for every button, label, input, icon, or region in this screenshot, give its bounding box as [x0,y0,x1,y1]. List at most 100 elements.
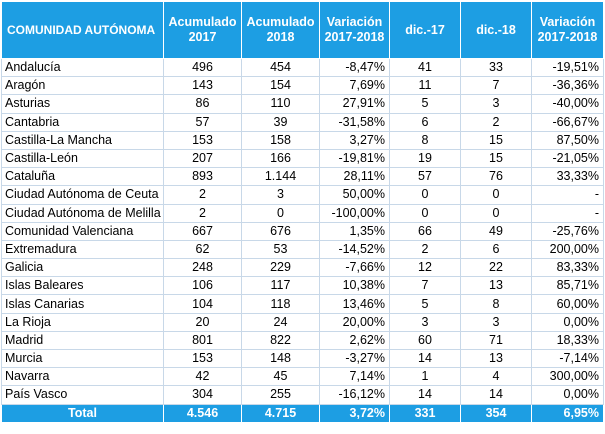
cell-acumulado-2017: 62 [163,240,242,260]
cell-acumulado-2018: 3 [241,185,320,205]
cell-variacion-acumulado: -7,66% [319,258,390,278]
cell-dic-17: 1 [389,367,461,387]
cell-dic-18: 0 [460,185,532,205]
header-dic-17: dic.-17 [389,1,461,59]
cell-variacion-diciembre: -36,36% [531,76,604,96]
cell-row-name: Aragón [1,76,164,96]
cell-dic-18: 4 [460,367,532,387]
cell-acumulado-2018: 154 [241,76,320,96]
cell-variacion-diciembre: 18,33% [531,331,604,351]
cell-acumulado-2017: 104 [163,294,242,314]
cell-dic-18: 13 [460,349,532,369]
cell-dic-18: 7 [460,76,532,96]
cell-variacion-acumulado: -3,27% [319,349,390,369]
cell-row-name: Castilla-La Mancha [1,131,164,150]
table-row: Galicia 248 229 -7,66% 12 22 83,33% [1,258,604,278]
cell-acumulado-2017: 304 [163,385,242,405]
cell-acumulado-2018: 148 [241,349,320,369]
cell-row-name: Navarra [1,367,164,387]
cell-acumulado-2018: 822 [241,331,320,351]
cell-variacion-diciembre: 83,33% [531,258,604,278]
cell-row-name: Madrid [1,331,164,351]
cell-variacion-acumulado: 3,27% [319,131,390,150]
table-row: La Rioja 20 24 20,00% 3 3 0,00% [1,313,604,332]
cell-row-name: País Vasco [1,385,164,405]
cell-acumulado-2017: 801 [163,331,242,351]
cell-variacion-acumulado: 27,91% [319,94,390,114]
cell-variacion-diciembre: -19,51% [531,58,604,78]
table-row: Andalucía 496 454 -8,47% 41 33 -19,51% [1,58,604,78]
header-variacion-diciembre: Variación 2017-2018 [531,1,604,59]
total-row: Total 4.546 4.715 3,72% 331 354 6,95% [1,403,604,423]
cell-acumulado-2017: 207 [163,149,242,169]
table-row: Aragón 143 154 7,69% 11 7 -36,36% [1,76,604,96]
cell-acumulado-2018: 39 [241,113,320,132]
cell-acumulado-2017: 86 [163,94,242,114]
cell-dic-17: 0 [389,204,461,223]
cell-dic-18: 0 [460,204,532,223]
cell-dic-17: 14 [389,385,461,405]
cell-acumulado-2018: 1.144 [241,167,320,187]
cell-dic-17: 66 [389,222,461,241]
cell-acumulado-2018: 166 [241,149,320,169]
total-variacion-diciembre: 6,95% [531,403,604,423]
cell-dic-17: 11 [389,76,461,96]
table-row: Asturias 86 110 27,91% 5 3 -40,00% [1,94,604,114]
table-row: País Vasco 304 255 -16,12% 14 14 0,00% [1,385,604,405]
table-row: Navarra 42 45 7,14% 1 4 300,00% [1,367,604,387]
cell-acumulado-2017: 42 [163,367,242,387]
cell-variacion-diciembre: 0,00% [531,313,604,332]
cell-acumulado-2017: 143 [163,76,242,96]
cell-acumulado-2017: 893 [163,167,242,187]
header-comunidad: COMUNIDAD AUTÓNOMA [1,1,164,59]
cell-row-name: Cataluña [1,167,164,187]
cell-variacion-acumulado: 7,14% [319,367,390,387]
cell-variacion-diciembre: - [531,185,604,205]
table-row: Islas Canarias 104 118 13,46% 5 8 60,00% [1,294,604,314]
table-row: Cantabria 57 39 -31,58% 6 2 -66,67% [1,113,604,132]
cell-variacion-diciembre: 87,50% [531,131,604,150]
cell-dic-17: 12 [389,258,461,278]
cell-variacion-diciembre: 300,00% [531,367,604,387]
cell-dic-17: 3 [389,313,461,332]
cell-dic-18: 6 [460,240,532,260]
cell-variacion-diciembre: 85,71% [531,276,604,296]
table-row: Castilla-La Mancha 153 158 3,27% 8 15 87,50% [1,131,604,150]
cell-variacion-acumulado: 7,69% [319,76,390,96]
cell-dic-17: 2 [389,240,461,260]
cell-acumulado-2018: 24 [241,313,320,332]
cell-acumulado-2017: 248 [163,258,242,278]
table-row: Castilla-León 207 166 -19,81% 19 15 -21,05% [1,149,604,169]
total-label: Total [1,403,164,423]
cell-dic-17: 41 [389,58,461,78]
cell-row-name: Islas Canarias [1,294,164,314]
header-acumulado-2018: Acumulado 2018 [241,1,320,59]
cell-acumulado-2017: 2 [163,185,242,205]
cell-acumulado-2018: 118 [241,294,320,314]
total-dic-17: 331 [389,403,461,423]
cell-dic-18: 71 [460,331,532,351]
cell-row-name: Galicia [1,258,164,278]
cell-dic-18: 2 [460,113,532,132]
table-row: Ciudad Autónoma de Melilla 2 0 -100,00% 0 0- [1,204,604,223]
cell-row-name: Castilla-León [1,149,164,169]
cell-dic-17: 8 [389,131,461,150]
cell-dic-17: 0 [389,185,461,205]
cell-dic-17: 7 [389,276,461,296]
cell-row-name: Asturias [1,94,164,114]
table-row: Comunidad Valenciana 667 676 1,35% 66 49 -25,7… [1,222,604,241]
cell-dic-18: 3 [460,313,532,332]
header-dic-18: dic.-18 [460,1,532,59]
cell-variacion-acumulado: -8,47% [319,58,390,78]
cell-acumulado-2017: 153 [163,131,242,150]
cell-variacion-acumulado: 13,46% [319,294,390,314]
total-acumulado-2017: 4.546 [163,403,242,423]
cell-dic-18: 33 [460,58,532,78]
cell-acumulado-2017: 2 [163,204,242,223]
cell-row-name: Cantabria [1,113,164,132]
table-row: Madrid 801 822 2,62% 60 71 18,33% [1,331,604,351]
total-variacion-acumulado: 3,72% [319,403,390,423]
cell-dic-18: 49 [460,222,532,241]
cell-dic-17: 5 [389,94,461,114]
cell-variacion-diciembre: -7,14% [531,349,604,369]
